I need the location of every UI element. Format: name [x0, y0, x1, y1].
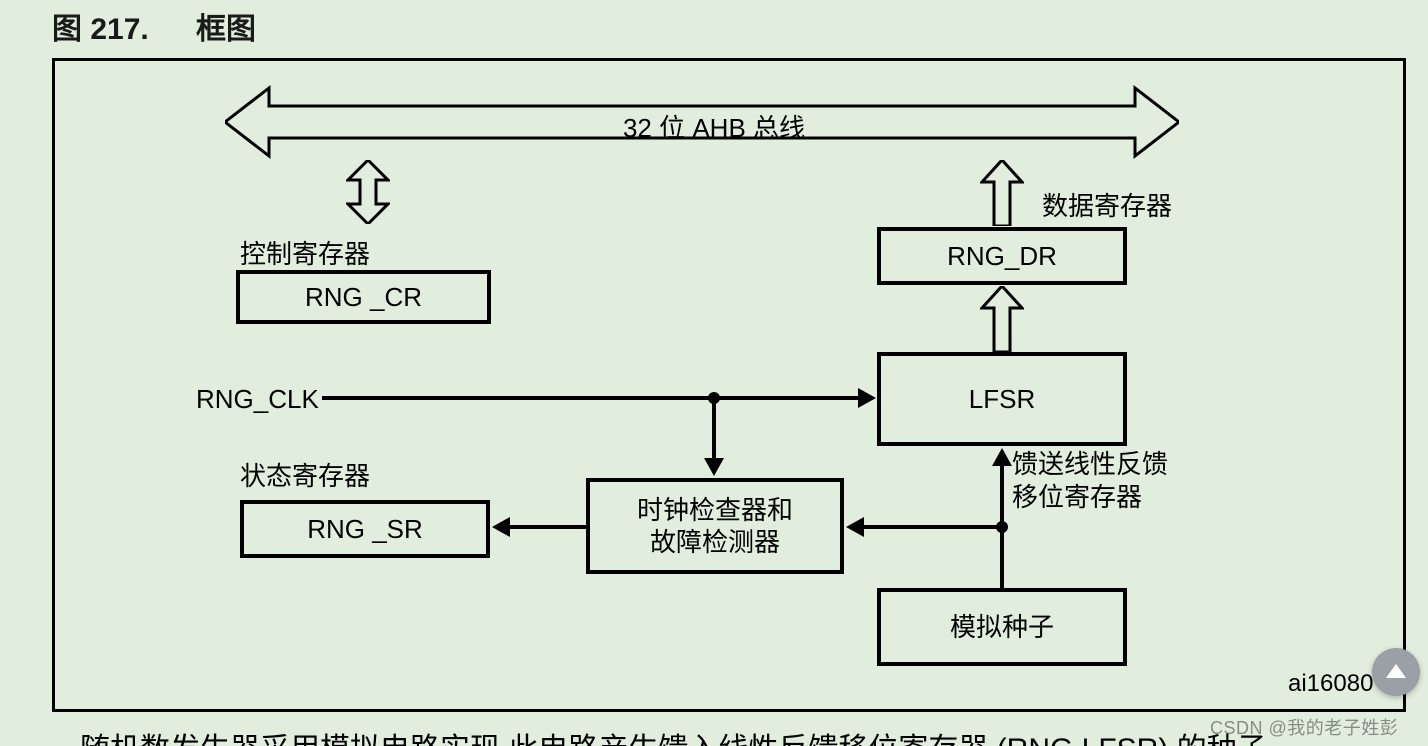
label-ctrl-reg: 控制寄存器	[240, 234, 370, 271]
arrow-checker-to-sr	[492, 517, 510, 537]
label-status-reg: 状态寄存器	[240, 456, 370, 493]
node-checker-label: 时钟检查器和 故障检测器	[637, 494, 793, 559]
edge-seed-left	[864, 525, 1002, 529]
edge-checker-sr	[510, 525, 586, 529]
node-rng-sr: RNG _SR	[240, 500, 490, 558]
figure-number: 图 217.	[52, 4, 149, 48]
node-rng-cr: RNG _CR	[236, 270, 491, 324]
arrow-seed-to-checker	[846, 517, 864, 537]
node-rng-cr-label: RNG _CR	[305, 281, 422, 314]
node-checker: 时钟检查器和 故障检测器	[586, 478, 844, 574]
label-rng-clk: RNG_CLK	[196, 384, 319, 415]
label-feed-line2: 移位寄存器	[1012, 481, 1168, 514]
node-seed-label: 模拟种子	[950, 611, 1054, 644]
arrow-dr-bus	[980, 160, 1024, 226]
edge-clk-down	[712, 398, 716, 460]
node-rng-sr-label: RNG _SR	[307, 513, 423, 546]
bus-label: 32 位 AHB 总线	[0, 108, 1428, 145]
label-data-reg: 数据寄存器	[1042, 186, 1172, 223]
scroll-top-button[interactable]	[1372, 648, 1420, 696]
diagram-id: ai16080	[1288, 670, 1373, 698]
arrow-cr-bus	[346, 160, 390, 224]
arrow-clk-to-lfsr	[858, 388, 876, 408]
label-feed-line1: 馈送线性反馈	[1012, 448, 1168, 481]
arrow-lfsr-dr	[980, 286, 1024, 352]
edge-clk-h	[322, 396, 860, 400]
arrow-seed-to-lfsr	[992, 448, 1012, 466]
node-rng-dr-label: RNG_DR	[947, 240, 1057, 273]
arrow-clk-to-checker	[704, 458, 724, 476]
figure-title: 框图	[196, 4, 256, 48]
node-seed: 模拟种子	[877, 588, 1127, 666]
label-feed-lfsr: 馈送线性反馈 移位寄存器	[1012, 448, 1168, 513]
node-lfsr: LFSR	[877, 352, 1127, 446]
node-lfsr-label: LFSR	[969, 383, 1035, 416]
node-rng-dr: RNG_DR	[877, 227, 1127, 285]
